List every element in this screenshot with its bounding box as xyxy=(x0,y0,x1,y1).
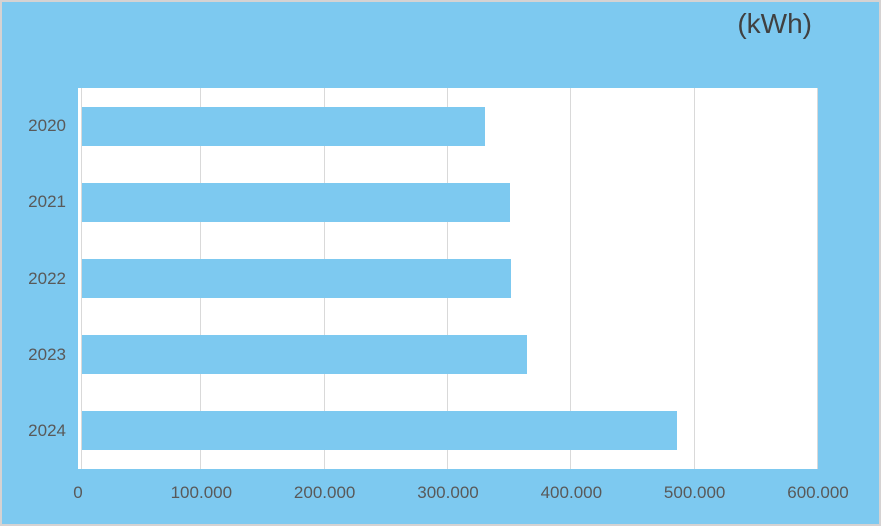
plot-area xyxy=(78,88,818,469)
y-tick-label-2021: 2021 xyxy=(28,192,66,212)
bar-2022 xyxy=(82,259,511,298)
bar-2021 xyxy=(82,182,510,222)
bar-2024 xyxy=(82,411,678,451)
y-tick-label-2023: 2023 xyxy=(28,344,66,364)
chart-title: (kWh) xyxy=(737,8,812,39)
x-tick-label-600.000: 600.000 xyxy=(787,483,849,502)
y-axis-line xyxy=(81,88,82,469)
x-tick-label-300.000: 300.000 xyxy=(417,483,479,502)
y-tick-label-2022: 2022 xyxy=(28,268,66,288)
x-tick-label-400.000: 400.000 xyxy=(540,483,603,502)
bar-2023 xyxy=(82,335,527,375)
x-tick-label-200.000: 200.000 xyxy=(293,483,356,502)
gridline-600.000 xyxy=(817,88,818,469)
gridline-400.000 xyxy=(570,88,572,469)
x-tick-label-500.000: 500.000 xyxy=(663,483,726,502)
x-tick-label-0: 0 xyxy=(73,483,83,502)
y-tick-label-2020: 2020 xyxy=(28,116,66,136)
bar-2020 xyxy=(82,106,485,146)
x-tick-label-100.000: 100.000 xyxy=(170,483,233,502)
y-tick-label-2024: 2024 xyxy=(28,420,66,440)
gridline-500.000 xyxy=(693,88,695,469)
